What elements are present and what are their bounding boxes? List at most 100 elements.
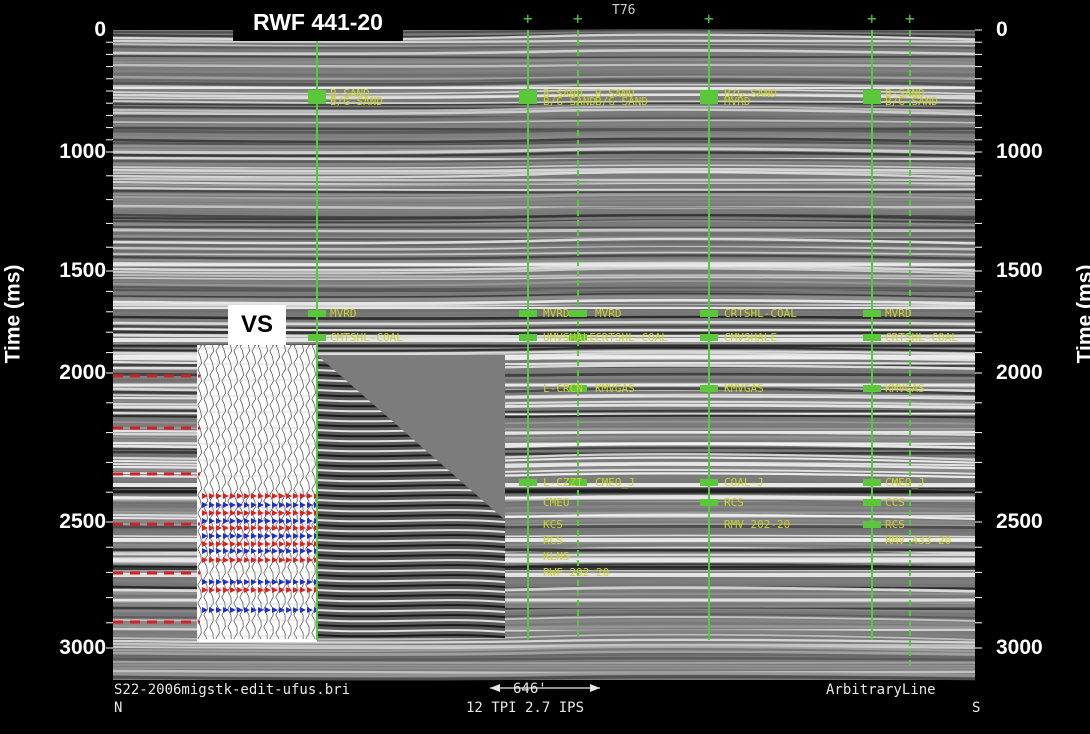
vsp-wavelet [272, 525, 278, 531]
reflector-stripe [112, 642, 976, 648]
vsp-wavelet [286, 557, 292, 563]
synthetic-wiggle [316, 574, 506, 578]
synthetic-wiggle [316, 544, 506, 548]
vsp-wavelet [293, 548, 299, 554]
vsp-wavelet [223, 587, 229, 593]
vsp-wavelet [244, 502, 250, 508]
scale-arrow-left [490, 684, 500, 692]
vsp-wavelet [265, 587, 271, 593]
vsp-wavelet [237, 557, 243, 563]
vsp-wavelet [216, 579, 222, 585]
vsp-wavelet [286, 607, 292, 613]
synthetic-wiggle [316, 634, 506, 638]
vsp-wavelet [307, 541, 313, 547]
horizon-label: B/G-SAND [330, 95, 383, 108]
reflector-stripe [112, 671, 976, 678]
vsp-trace [197, 344, 203, 640]
vsp-wavelet [272, 541, 278, 547]
vsp-wavelet [237, 518, 243, 524]
reflector-stripe [112, 39, 976, 43]
vsp-wavelet [300, 502, 306, 508]
vsp-wavelet [279, 525, 285, 531]
vsp-wavelet [258, 518, 264, 524]
vsp-wavelet [209, 533, 215, 539]
vsp-wavelet [286, 541, 292, 547]
y-tick-label: 2500 [59, 510, 106, 533]
vsp-wavelet [209, 493, 215, 499]
horizon-pick [519, 97, 537, 104]
vsp-wavelet [251, 533, 257, 539]
horizon-label: COAL-J [724, 476, 764, 489]
reflector-stripe [112, 132, 976, 137]
vsp-wavelet [307, 510, 313, 516]
vsp-wavelet [279, 533, 285, 539]
synthetic-wiggle [316, 509, 506, 513]
reflector-stripe [112, 237, 976, 245]
vsp-wavelet [265, 607, 271, 613]
vsp-wavelet [223, 493, 229, 499]
reflector-stripe [112, 197, 976, 203]
synthetic-wiggle [316, 534, 506, 538]
synthetic-wiggle [316, 584, 506, 588]
vsp-wavelet [202, 579, 208, 585]
vsp-wavelet [216, 518, 222, 524]
vsp-wavelet [300, 525, 306, 531]
vsp-wavelet [202, 587, 208, 593]
synthetic-wiggle [316, 524, 506, 528]
vsp-wavelet [272, 518, 278, 524]
horizon-label: CMEO [543, 496, 570, 509]
horizon-pick [519, 310, 537, 317]
reflector-stripe [112, 140, 976, 146]
reflector-stripe [112, 75, 976, 81]
vsp-wavelet [258, 525, 264, 531]
reflector-stripe [112, 251, 976, 256]
vsp-wavelet [216, 587, 222, 593]
vsp-wavelet [293, 557, 299, 563]
well-head-marker: + [867, 9, 877, 28]
horizon-label: MVRD [724, 95, 751, 108]
reflector-stripe [112, 160, 976, 166]
synthetic-wiggle [316, 619, 506, 623]
vsp-wavelet [300, 557, 306, 563]
vsp-wavelet [230, 541, 236, 547]
well-head-marker: + [704, 9, 714, 28]
reflector-stripe [112, 285, 976, 291]
vsp-wavelet [286, 518, 292, 524]
reflector-stripe [112, 280, 976, 287]
vsp-wavelet [258, 587, 264, 593]
vsp-wavelet [209, 579, 215, 585]
vsp-wavelet [272, 579, 278, 585]
vsp-wavelet [209, 525, 215, 531]
vsp-wavelet [279, 518, 285, 524]
synthetic-wiggle [316, 614, 506, 618]
vsp-wavelet [258, 510, 264, 516]
scale-label: 12 TPI 2.7 IPS [466, 700, 585, 716]
horizon-pick [308, 334, 326, 341]
vsp-wavelet [300, 587, 306, 593]
vsp-wavelet [237, 607, 243, 613]
reflector-stripe [112, 258, 976, 263]
horizon-label: RCS [885, 518, 905, 531]
horizon-label: MVRD [885, 307, 912, 320]
reflector-stripe [112, 231, 976, 236]
vsp-wavelet [216, 548, 222, 554]
vsp-wavelet [300, 541, 306, 547]
vsp-wavelet [258, 557, 264, 563]
vsp-wavelet [216, 493, 222, 499]
vsp-wavelet [223, 502, 229, 508]
vsp-wavelet [216, 525, 222, 531]
well-head-marker: + [573, 9, 583, 28]
y-tick-label: 1500 [996, 259, 1043, 282]
horizon-pick [569, 479, 587, 486]
reflector-stripe [112, 660, 976, 665]
reflector-stripe [112, 189, 976, 194]
y-tick-label: 2000 [59, 361, 106, 384]
reflector-stripe [112, 134, 976, 141]
vsp-wavelet [286, 548, 292, 554]
synthetic-wiggle [316, 629, 506, 633]
horizon-label: CMEO_J [595, 476, 635, 489]
vsp-wavelet [293, 541, 299, 547]
well-head-marker: + [905, 9, 915, 28]
vsp-wavelet [258, 502, 264, 508]
